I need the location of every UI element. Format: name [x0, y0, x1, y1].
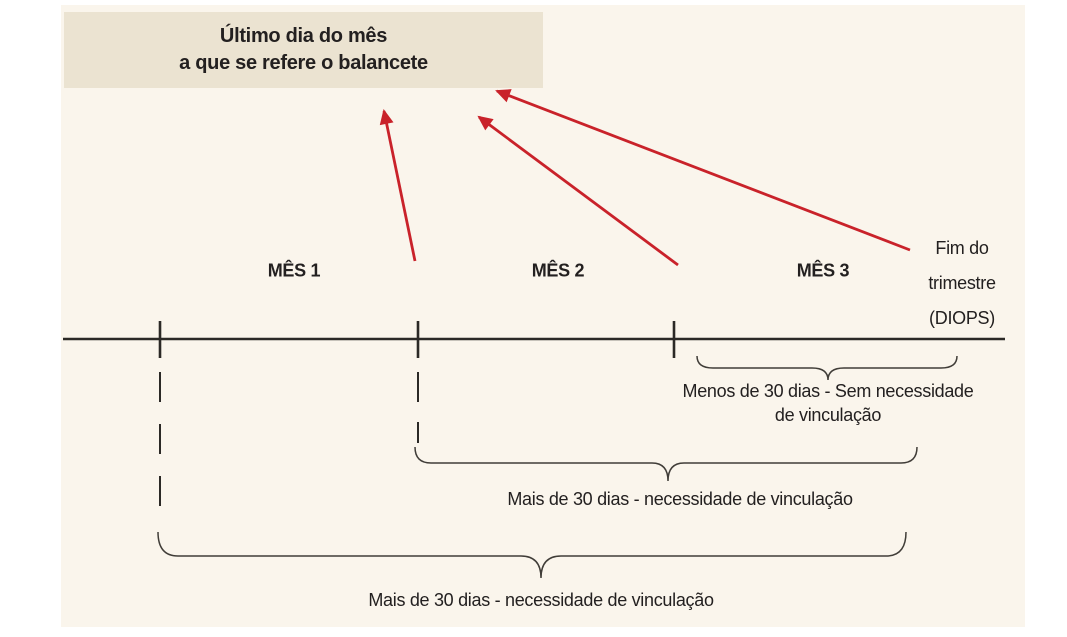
label-quarter-end: Fim do trimestre (DIOPS)	[928, 231, 996, 336]
arrow-quarter-end-to-callout	[495, 89, 911, 252]
brace-full-quarter	[157, 531, 907, 579]
quarter-end-line2: trimestre	[928, 273, 996, 293]
quarter-end-line3: (DIOPS)	[929, 308, 995, 328]
label-mes-3: MÊS 3	[796, 260, 850, 281]
label-brace-mes3: Menos de 30 dias - Sem necessidade de vi…	[683, 380, 974, 428]
brace-mes3-line2: de vinculação	[774, 404, 882, 425]
arrow-mes1-to-callout	[379, 109, 417, 262]
quarter-end-line1: Fim do	[935, 238, 989, 258]
callout-line2: a que se refere o balancete	[179, 52, 428, 74]
brace-mes3	[696, 355, 958, 381]
label-mes-1: MÊS 1	[267, 260, 321, 281]
callout-box: Último dia do mês a que se refere o bala…	[64, 12, 543, 88]
arrow-mes2-to-callout	[477, 115, 679, 267]
label-brace-full-quarter: Mais de 30 dias - necessidade de vincula…	[368, 590, 714, 610]
brace-mes3-line1: Menos de 30 dias - Sem necessidade	[682, 381, 974, 401]
label-brace-mes2-3: Mais de 30 dias - necessidade de vincula…	[507, 489, 853, 509]
brace-mes2-3	[414, 446, 918, 482]
callout-line1: Último dia do mês	[219, 25, 388, 47]
label-mes-2: MÊS 2	[531, 260, 585, 281]
